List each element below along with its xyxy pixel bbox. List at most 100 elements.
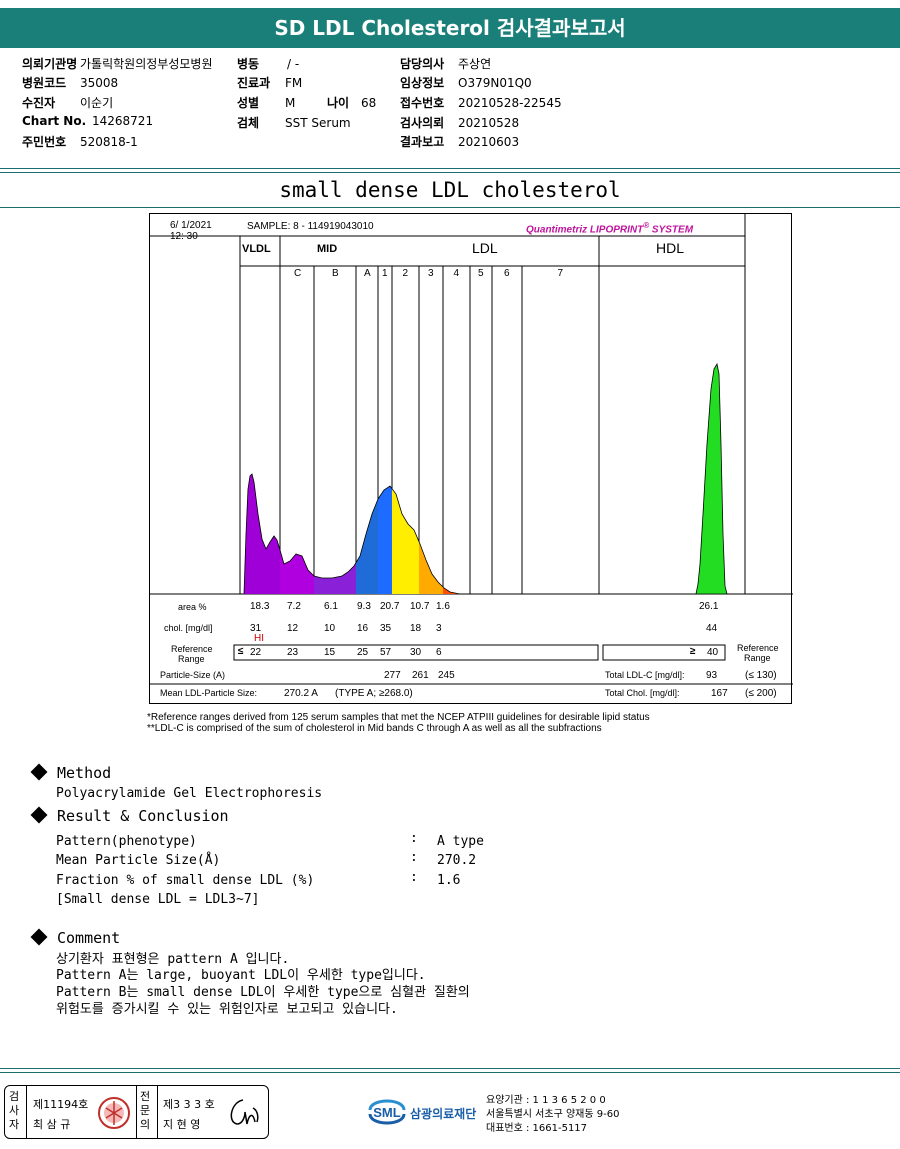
hdl-peak <box>695 362 728 595</box>
divider <box>26 1086 27 1138</box>
divider <box>157 1086 158 1138</box>
total-ldl-ref: (≤ 130) <box>745 670 777 681</box>
total-ldl-label: Total LDL-C [mg/dl]: <box>605 670 685 680</box>
total-chol: 167 <box>711 688 728 699</box>
info-specimen: 검체 SST Serum <box>237 116 351 130</box>
area-label: area % <box>178 602 207 612</box>
band-area <box>356 499 378 594</box>
band-area <box>314 562 356 594</box>
ref-right-2: Range <box>744 653 771 663</box>
method-heading: Method <box>30 763 111 782</box>
area-value: 18.3 <box>250 601 270 612</box>
area-value: 10.7 <box>410 601 430 612</box>
info-hospital-code: 병원코드 35008 <box>22 76 119 90</box>
result-label-1: Pattern(phenotype) <box>56 834 197 849</box>
logo-text: SML <box>373 1105 401 1120</box>
addr-line-2: 서울특별시 서초구 양재동 9-60 <box>486 1109 620 1120</box>
lipoprint-curve <box>243 362 728 595</box>
specialist-name: 지 현 영 <box>163 1118 201 1131</box>
group-mid: MID <box>317 243 338 255</box>
signature-box: 검사자 제11194호 최 삼 규 전문의 제3 3 3 호 지 현 영 <box>4 1085 269 1139</box>
info-institution: 의뢰기관명 가톨릭학원의정부성모병원 <box>22 57 213 71</box>
ref-value: 22 <box>250 647 262 658</box>
result-value-3: 1.6 <box>437 873 461 888</box>
band-label: 2 <box>402 268 409 279</box>
particle-value: 245 <box>438 670 455 681</box>
band-label: A <box>364 268 371 279</box>
band-label: B <box>332 268 339 279</box>
seal-mark <box>105 1101 123 1125</box>
info-chart-no: Chart No. 14268721 <box>22 114 154 128</box>
comment-line-2: Pattern A는 large, buoyant LDL이 우세한 type입… <box>56 968 426 983</box>
band-area <box>378 486 392 594</box>
total-ldl: 93 <box>706 670 718 681</box>
area-value: 1.6 <box>436 601 450 612</box>
band-area <box>280 550 314 594</box>
seal-ring <box>98 1097 130 1129</box>
hi-flag: HI <box>254 633 264 644</box>
band-label: 6 <box>504 268 510 279</box>
area-value: 6.1 <box>324 601 338 612</box>
examiner-name: 최 삼 규 <box>33 1118 71 1131</box>
addr-line-3: 대표번호 : 1661-5117 <box>486 1123 588 1134</box>
total-chol-ref: (≤ 200) <box>745 688 777 699</box>
org-name: 삼광의료재단 <box>410 1107 477 1121</box>
divider <box>0 168 900 169</box>
logo-arc-top <box>368 1099 406 1111</box>
ref-label-2: Range <box>178 654 205 664</box>
comment-line-1: 상기환자 표현형은 pattern A 입니다. <box>56 952 290 967</box>
result-heading: Result & Conclusion <box>30 806 229 825</box>
ref-value: 25 <box>357 647 369 658</box>
addr-line-1: 요양기관 : 1 1 3 6 5 2 0 0 <box>486 1095 606 1106</box>
band-label: 1 <box>382 268 388 279</box>
divider <box>0 1068 900 1069</box>
particle-label: Particle-Size (A) <box>160 670 226 680</box>
band-area <box>244 474 280 594</box>
specialist-label: 전문의 <box>140 1090 151 1131</box>
ref-hdl: 40 <box>707 647 719 658</box>
examiner-no: 제11194호 <box>33 1098 89 1111</box>
diamond-icon <box>30 806 48 824</box>
result-colon: : <box>410 870 418 885</box>
area-value: 9.3 <box>357 601 371 612</box>
specialist-no: 제3 3 3 호 <box>163 1098 215 1111</box>
ref-le: ≤ <box>238 646 244 657</box>
comment-heading: Comment <box>30 928 120 947</box>
result-colon: : <box>410 850 418 865</box>
chol-value: 16 <box>357 623 369 634</box>
area-value: 7.2 <box>287 601 301 612</box>
result-colon: : <box>410 831 418 846</box>
diamond-icon <box>30 763 48 781</box>
ref-value: 6 <box>436 647 442 658</box>
info-clinical: 임상정보 O379N01Q0 <box>400 76 532 90</box>
section-title: small dense LDL cholesterol <box>279 178 621 202</box>
info-doctor: 담당의사 주상연 <box>400 57 492 71</box>
result-note: [Small dense LDL = LDL3~7] <box>56 892 260 907</box>
chol-value: 35 <box>380 623 392 634</box>
divider <box>0 207 900 208</box>
ref-value: 23 <box>287 647 299 658</box>
ref-value: 57 <box>380 647 392 658</box>
divider <box>0 172 900 173</box>
particle-value: 277 <box>384 670 401 681</box>
chol-value: 18 <box>410 623 422 634</box>
chol-label: chol. [mg/dl] <box>164 623 213 633</box>
ref-value: 15 <box>324 647 336 658</box>
band-label: C <box>294 268 302 279</box>
group-ldl: LDL <box>472 240 498 256</box>
chol-value: 12 <box>287 623 299 634</box>
comment-line-4: 위험도를 증가시킬 수 있는 위험인자로 보고되고 있습니다. <box>56 1002 398 1017</box>
result-value-2: 270.2 <box>437 853 477 868</box>
result-label-3: Fraction % of small dense LDL (%) <box>56 873 315 888</box>
total-chol-label: Total Chol. [mg/dl]: <box>605 688 680 698</box>
sml-logo: SML 삼광의료재단 <box>366 1092 476 1136</box>
ref-value: 30 <box>410 647 422 658</box>
ref-label-1: Reference <box>171 644 213 654</box>
report-title: SD LDL Cholesterol 검사결과보고서 <box>0 8 900 48</box>
band-area <box>392 488 419 594</box>
chol-value: 3 <box>436 623 442 634</box>
info-sex: 성별 M <box>237 96 296 110</box>
info-request-date: 검사의뢰 20210528 <box>400 116 520 130</box>
chart-notes: *Reference ranges derived from 125 serum… <box>147 712 650 734</box>
mean-value: 270.2 A <box>284 688 318 699</box>
